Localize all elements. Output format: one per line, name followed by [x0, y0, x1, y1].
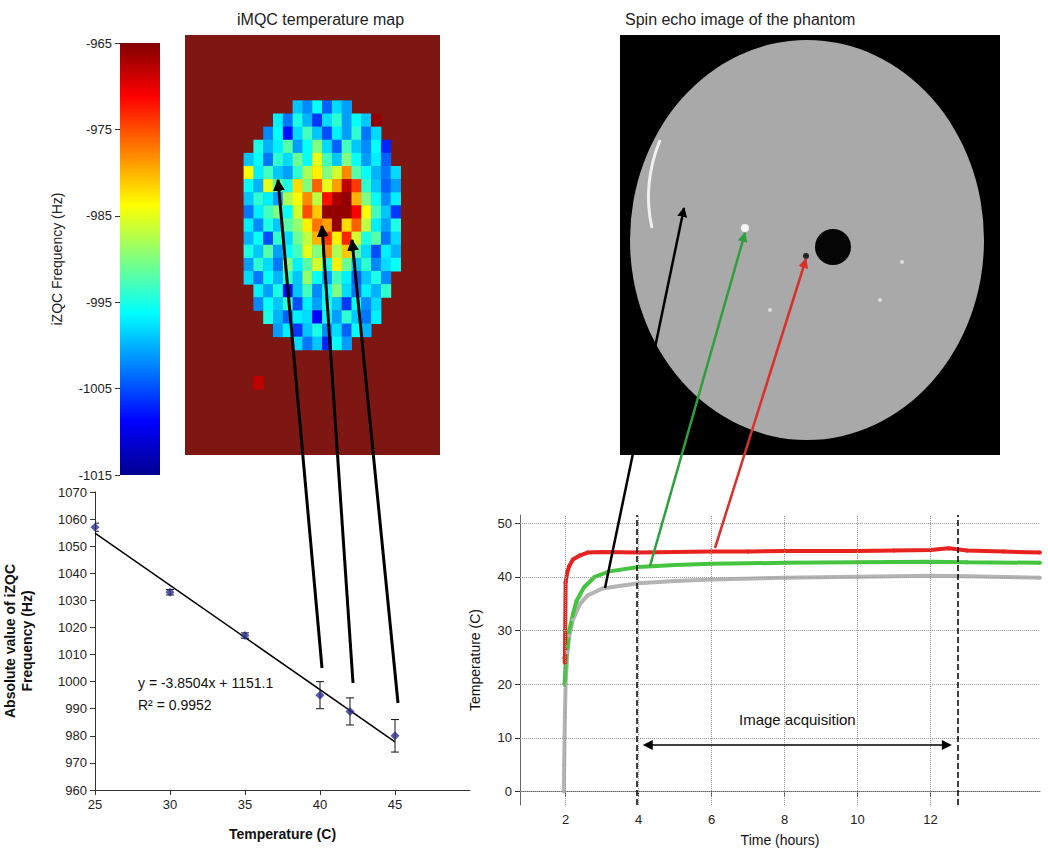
svg-text:1020: 1020	[58, 620, 87, 635]
svg-text:0: 0	[505, 784, 512, 799]
svg-text:1010: 1010	[58, 647, 87, 662]
svg-text:45: 45	[388, 797, 402, 812]
svg-text:1050: 1050	[58, 539, 87, 554]
svg-text:1040: 1040	[58, 566, 87, 581]
svg-text:1060: 1060	[58, 512, 87, 527]
svg-text:2: 2	[562, 812, 569, 827]
svg-text:40: 40	[498, 569, 512, 584]
svg-text:iZQC Frequency (Hz): iZQC Frequency (Hz)	[49, 192, 65, 325]
svg-text:1030: 1030	[58, 593, 87, 608]
svg-text:12: 12	[923, 812, 937, 827]
svg-text:R² = 0.9952: R² = 0.9952	[138, 697, 212, 713]
svg-text:20: 20	[498, 677, 512, 692]
svg-text:35: 35	[238, 797, 252, 812]
svg-text:iMQC temperature map: iMQC temperature map	[237, 11, 404, 28]
svg-text:6: 6	[708, 812, 715, 827]
svg-text:Spin echo image of the phantom: Spin echo image of the phantom	[625, 11, 855, 28]
svg-text:Temperature (C): Temperature (C)	[467, 609, 483, 711]
svg-text:-995: -995	[86, 295, 112, 310]
svg-text:30: 30	[163, 797, 177, 812]
svg-text:-1005: -1005	[79, 381, 112, 396]
svg-text:990: 990	[65, 701, 87, 716]
svg-text:8: 8	[781, 812, 788, 827]
svg-text:1000: 1000	[58, 674, 87, 689]
svg-text:-985: -985	[86, 208, 112, 223]
svg-text:1070: 1070	[58, 485, 87, 500]
svg-text:10: 10	[850, 812, 864, 827]
svg-text:50: 50	[498, 516, 512, 531]
svg-text:Time (hours): Time (hours)	[741, 832, 820, 848]
svg-text:10: 10	[498, 730, 512, 745]
svg-text:980: 980	[65, 728, 87, 743]
svg-text:970: 970	[65, 755, 87, 770]
svg-text:y = -3.8504x + 1151.1: y = -3.8504x + 1151.1	[138, 675, 273, 691]
svg-text:Image acquisition: Image acquisition	[739, 711, 856, 728]
svg-text:Absolute value of iZQC: Absolute value of iZQC	[2, 564, 18, 718]
svg-text:4: 4	[635, 812, 642, 827]
svg-text:30: 30	[498, 623, 512, 638]
svg-text:-965: -965	[86, 36, 112, 51]
svg-text:40: 40	[313, 797, 327, 812]
svg-text:960: 960	[65, 783, 87, 798]
svg-text:Frequency (Hz): Frequency (Hz)	[19, 590, 35, 691]
svg-text:Temperature (C): Temperature (C)	[229, 826, 336, 842]
svg-text:25: 25	[88, 797, 102, 812]
svg-text:-1015: -1015	[79, 468, 112, 483]
svg-text:-975: -975	[86, 122, 112, 137]
